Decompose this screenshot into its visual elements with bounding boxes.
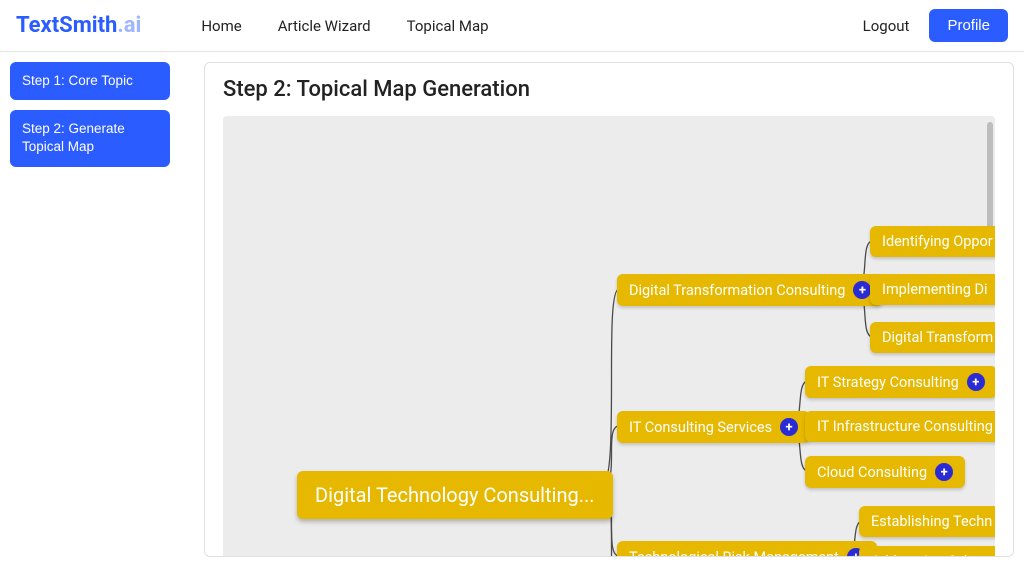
canvas-scrollbar[interactable] <box>987 122 993 242</box>
mindmap-node[interactable]: IT Strategy Consulting + <box>805 366 995 398</box>
expand-icon[interactable]: + <box>780 418 798 436</box>
mindmap-node-label: Digital Technology Consulting... <box>315 483 595 507</box>
mindmap-node[interactable]: Digital Transformation Consulting + <box>617 274 883 306</box>
expand-icon[interactable]: + <box>853 281 871 299</box>
sidebar-step-2[interactable]: Step 2: Generate Topical Map <box>10 110 170 166</box>
mindmap-node[interactable]: IT Consulting Services + <box>617 411 810 443</box>
mindmap-node-label: IT Strategy Consulting <box>817 374 959 391</box>
mindmap-node-label: Digital Transform <box>882 329 993 346</box>
header: TextSmith.ai Home Article Wizard Topical… <box>0 0 1024 52</box>
profile-button[interactable]: Profile <box>929 9 1008 42</box>
mindmap-node-label: Technological Risk Management <box>629 549 839 558</box>
mindmap-node[interactable]: Digital Transform <box>870 322 995 353</box>
nav-home[interactable]: Home <box>201 17 241 35</box>
logo-suffix: .ai <box>117 13 141 38</box>
content-panel: Step 2: Topical Map Generation Digital T… <box>204 62 1014 557</box>
mindmap-node-label: Addressing Cybers <box>871 553 992 557</box>
mindmap-node-label: Implementing Di <box>882 281 988 298</box>
mindmap-node[interactable]: Digital Technology Consulting... <box>297 471 613 519</box>
nav-article-wizard[interactable]: Article Wizard <box>278 17 371 35</box>
mindmap-node-label: Cloud Consulting <box>817 464 927 481</box>
expand-icon[interactable]: + <box>967 373 985 391</box>
header-right: Logout Profile <box>863 9 1008 42</box>
logo-text: TextSmith <box>16 13 117 38</box>
mindmap-node-label: Digital Transformation Consulting <box>629 282 845 299</box>
mindmap-canvas[interactable]: Digital Technology Consulting... Digital … <box>223 116 995 557</box>
mindmap-node-label: IT Infrastructure Consulting <box>817 418 993 435</box>
mindmap-node-label: Identifying Oppor <box>882 233 993 250</box>
mindmap-node[interactable]: Technological Risk Management+ <box>617 541 877 557</box>
page-title: Step 2: Topical Map Generation <box>223 77 995 102</box>
expand-icon[interactable]: + <box>935 463 953 481</box>
mindmap-node[interactable]: Implementing Di <box>870 274 995 305</box>
sidebar-step-1[interactable]: Step 1: Core Topic <box>10 62 170 100</box>
nav-topical-map[interactable]: Topical Map <box>407 17 489 35</box>
mindmap-node[interactable]: Cloud Consulting + <box>805 456 965 488</box>
sidebar: Step 1: Core Topic Step 2: Generate Topi… <box>10 62 190 557</box>
main: Step 1: Core Topic Step 2: Generate Topi… <box>0 52 1024 567</box>
mindmap-node-label: IT Consulting Services <box>629 419 772 436</box>
mindmap-node-label: Establishing Techn <box>871 513 992 530</box>
mindmap-node[interactable]: Addressing Cybers <box>859 546 995 557</box>
mindmap-node[interactable]: Identifying Oppor <box>870 226 995 257</box>
mindmap-node[interactable]: Establishing Techn <box>859 506 995 537</box>
logo[interactable]: TextSmith.ai <box>16 13 141 38</box>
main-nav: Home Article Wizard Topical Map <box>201 17 862 35</box>
logout-link[interactable]: Logout <box>863 17 910 35</box>
mindmap-node[interactable]: IT Infrastructure Consulting <box>805 411 995 442</box>
